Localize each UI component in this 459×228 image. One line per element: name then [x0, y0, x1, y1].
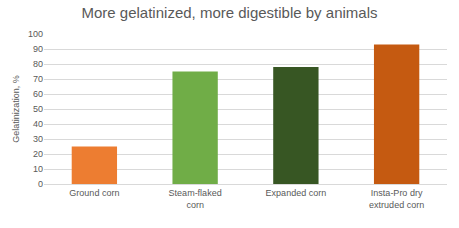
svg-text:More gelatinized, more digesti: More gelatinized, more digestible by ani… [82, 4, 378, 21]
svg-text:50: 50 [33, 104, 43, 114]
svg-text:10: 10 [33, 164, 43, 174]
svg-text:60: 60 [33, 89, 43, 99]
svg-text:Ground corn: Ground corn [69, 188, 119, 198]
svg-text:70: 70 [33, 74, 43, 84]
svg-text:Insta-Pro dryextruded corn: Insta-Pro dryextruded corn [369, 188, 424, 210]
svg-text:90: 90 [33, 44, 43, 54]
svg-text:Steam-flakedcorn: Steam-flakedcorn [169, 188, 222, 210]
svg-text:20: 20 [33, 149, 43, 159]
svg-text:30: 30 [33, 134, 43, 144]
svg-text:40: 40 [33, 119, 43, 129]
svg-text:80: 80 [33, 59, 43, 69]
svg-text:Expanded corn: Expanded corn [266, 188, 327, 198]
svg-text:Gelatinization, %: Gelatinization, % [11, 75, 21, 143]
svg-text:100: 100 [28, 29, 43, 39]
svg-text:0: 0 [38, 179, 43, 189]
